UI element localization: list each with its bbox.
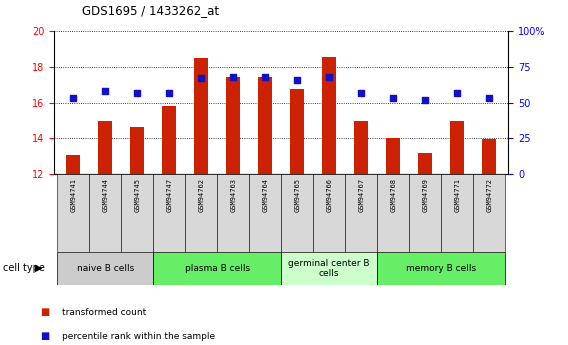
Bar: [249, 174, 281, 252]
Bar: [89, 174, 121, 252]
Bar: [194, 58, 208, 174]
Text: naive B cells: naive B cells: [77, 264, 134, 273]
Text: memory B cells: memory B cells: [406, 264, 476, 273]
Text: ■: ■: [40, 307, 49, 317]
Bar: [162, 106, 176, 174]
Text: GSM94747: GSM94747: [166, 178, 172, 212]
Text: ■: ■: [40, 332, 49, 341]
Text: germinal center B
cells: germinal center B cells: [289, 258, 370, 278]
Bar: [473, 174, 505, 252]
Bar: [418, 153, 432, 174]
Bar: [217, 174, 249, 252]
Point: [389, 96, 398, 101]
Text: ▶: ▶: [35, 263, 43, 273]
Point: [132, 90, 141, 95]
Text: GSM94768: GSM94768: [390, 178, 396, 212]
Bar: [153, 174, 185, 252]
Point: [228, 74, 237, 80]
Bar: [281, 174, 313, 252]
Bar: [57, 252, 153, 285]
Point: [421, 97, 430, 102]
Bar: [377, 174, 409, 252]
Bar: [322, 57, 336, 174]
Bar: [386, 138, 400, 174]
Bar: [409, 174, 441, 252]
Point: [165, 90, 174, 95]
Bar: [290, 89, 304, 174]
Text: GSM94772: GSM94772: [486, 178, 492, 212]
Text: GSM94766: GSM94766: [326, 178, 332, 212]
Text: GSM94745: GSM94745: [134, 178, 140, 212]
Text: plasma B cells: plasma B cells: [185, 264, 250, 273]
Bar: [441, 174, 473, 252]
Point: [293, 77, 302, 82]
Point: [357, 90, 366, 95]
Point: [261, 74, 270, 80]
Bar: [121, 174, 153, 252]
Bar: [226, 77, 240, 174]
Bar: [345, 174, 377, 252]
Bar: [482, 139, 496, 174]
Text: GDS1695 / 1433262_at: GDS1695 / 1433262_at: [82, 4, 219, 17]
Bar: [313, 174, 345, 252]
Bar: [377, 252, 505, 285]
Point: [197, 76, 206, 81]
Text: GSM94771: GSM94771: [454, 178, 460, 212]
Text: transformed count: transformed count: [62, 308, 147, 317]
Text: GSM94765: GSM94765: [294, 178, 300, 212]
Text: percentile rank within the sample: percentile rank within the sample: [62, 332, 216, 341]
Text: GSM94764: GSM94764: [262, 178, 268, 212]
Bar: [185, 174, 217, 252]
Point: [485, 96, 494, 101]
Bar: [153, 252, 281, 285]
Text: GSM94741: GSM94741: [70, 178, 76, 212]
Text: GSM94744: GSM94744: [102, 178, 108, 212]
Bar: [66, 155, 80, 174]
Text: GSM94763: GSM94763: [230, 178, 236, 212]
Bar: [281, 252, 377, 285]
Bar: [354, 121, 369, 174]
Point: [101, 88, 110, 94]
Text: GSM94762: GSM94762: [198, 178, 204, 212]
Bar: [130, 127, 144, 174]
Text: GSM94767: GSM94767: [358, 178, 364, 212]
Point: [69, 96, 78, 101]
Bar: [57, 174, 89, 252]
Bar: [98, 120, 112, 174]
Point: [325, 74, 334, 80]
Bar: [450, 120, 465, 174]
Point: [453, 90, 462, 95]
Text: cell type: cell type: [3, 263, 45, 273]
Text: GSM94769: GSM94769: [422, 178, 428, 212]
Bar: [258, 77, 273, 174]
